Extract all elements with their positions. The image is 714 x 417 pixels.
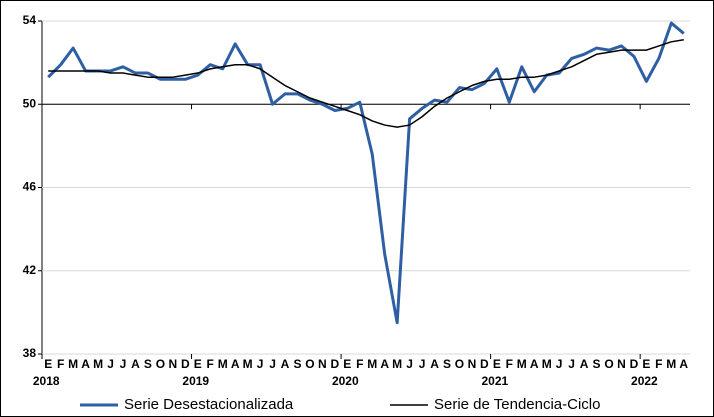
x-tick-label: M	[93, 357, 103, 371]
x-tick-label: J	[107, 357, 114, 371]
y-tick-label: 46	[23, 180, 37, 194]
legend-label: Serie Desestacionalizada	[124, 396, 294, 413]
x-tick-label: N	[468, 357, 477, 371]
x-tick-label: M	[68, 357, 78, 371]
legend-label: Serie de Tendencia-Ciclo	[434, 396, 601, 413]
y-tick-label: 38	[23, 346, 37, 360]
x-tick-label: E	[343, 357, 351, 371]
x-tick-label: A	[380, 357, 389, 371]
year-label: 2019	[182, 374, 209, 388]
x-tick-label: E	[44, 357, 52, 371]
x-tick-label: F	[356, 357, 363, 371]
x-tick-label: N	[617, 357, 626, 371]
x-tick-label: S	[593, 357, 601, 371]
x-tick-label: J	[120, 357, 127, 371]
x-tick-label: M	[243, 357, 253, 371]
x-tick-label: M	[218, 357, 228, 371]
x-tick-label: J	[269, 357, 276, 371]
x-tick-label: O	[305, 357, 314, 371]
x-tick-label: M	[392, 357, 402, 371]
x-tick-label: D	[181, 357, 190, 371]
x-tick-label: S	[144, 357, 152, 371]
x-tick-label: F	[655, 357, 662, 371]
x-tick-label: J	[419, 357, 426, 371]
x-tick-label: N	[169, 357, 178, 371]
x-tick-label: J	[257, 357, 264, 371]
x-tick-label: F	[57, 357, 64, 371]
x-tick-label: M	[517, 357, 527, 371]
x-tick-label: F	[506, 357, 513, 371]
x-tick-label: O	[455, 357, 464, 371]
x-tick-label: A	[231, 357, 240, 371]
x-tick-label: N	[318, 357, 327, 371]
y-tick-label: 50	[23, 96, 37, 110]
x-tick-label: F	[207, 357, 214, 371]
x-tick-label: D	[480, 357, 489, 371]
x-tick-label: J	[406, 357, 413, 371]
x-tick-label: O	[604, 357, 613, 371]
x-tick-label: A	[281, 357, 290, 371]
x-tick-label: O	[156, 357, 165, 371]
year-label: 2020	[332, 374, 359, 388]
x-tick-label: M	[367, 357, 377, 371]
series-line	[47, 21, 685, 325]
x-tick-label: E	[642, 357, 650, 371]
series-line	[48, 38, 684, 128]
x-tick-label: D	[331, 357, 340, 371]
x-tick-label: A	[81, 357, 90, 371]
x-tick-label: A	[679, 357, 688, 371]
x-tick-label: J	[556, 357, 563, 371]
x-tick-label: M	[542, 357, 552, 371]
y-tick-label: 54	[23, 13, 37, 27]
x-tick-label: S	[443, 357, 451, 371]
x-tick-label: A	[530, 357, 539, 371]
x-tick-label: E	[493, 357, 501, 371]
year-label: 2022	[631, 374, 658, 388]
x-tick-label: A	[430, 357, 439, 371]
x-tick-label: D	[630, 357, 639, 371]
x-tick-label: A	[580, 357, 589, 371]
x-tick-label: A	[131, 357, 140, 371]
year-label: 2021	[481, 374, 508, 388]
year-label: 2018	[33, 374, 60, 388]
x-tick-label: J	[568, 357, 575, 371]
x-tick-label: S	[293, 357, 301, 371]
y-tick-label: 42	[23, 263, 37, 277]
x-tick-label: E	[194, 357, 202, 371]
x-tick-label: M	[666, 357, 676, 371]
